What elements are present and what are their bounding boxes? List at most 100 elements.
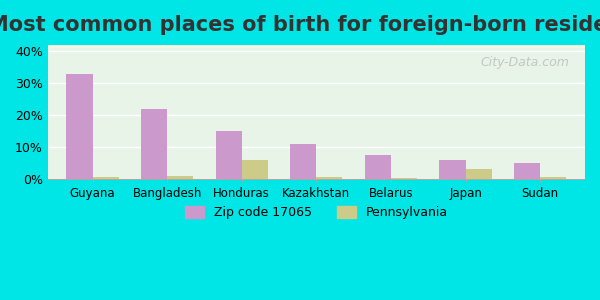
Bar — [167, 176, 193, 179]
Bar — [48, 46, 585, 47]
Bar — [48, 46, 585, 47]
Bar — [48, 46, 585, 47]
Bar — [316, 177, 343, 179]
Bar — [514, 164, 540, 179]
Bar — [48, 45, 585, 46]
Bar — [290, 144, 316, 179]
Bar — [48, 46, 585, 47]
Bar — [48, 46, 585, 47]
Bar — [48, 45, 585, 47]
Bar — [48, 45, 585, 46]
Bar — [48, 46, 585, 47]
Bar — [48, 45, 585, 46]
Bar — [48, 46, 585, 47]
Bar — [48, 45, 585, 46]
Bar — [48, 46, 585, 47]
Bar — [48, 45, 585, 46]
Bar — [48, 45, 585, 46]
Bar — [48, 46, 585, 47]
Bar — [48, 45, 585, 47]
Bar — [48, 46, 585, 47]
Bar — [48, 46, 585, 47]
Bar — [48, 45, 585, 46]
Bar — [48, 45, 585, 46]
Bar — [48, 46, 585, 47]
Bar — [48, 45, 585, 46]
Bar — [365, 155, 391, 179]
Bar — [48, 46, 585, 47]
Bar — [391, 178, 417, 179]
Bar — [48, 46, 585, 47]
Bar — [48, 45, 585, 46]
Bar — [48, 45, 585, 46]
Bar — [48, 46, 585, 47]
Bar — [48, 45, 585, 46]
Bar — [48, 45, 585, 46]
Bar — [48, 46, 585, 47]
Bar — [67, 74, 92, 179]
Bar — [48, 46, 585, 47]
Bar — [48, 46, 585, 47]
Bar — [48, 45, 585, 46]
Bar — [48, 46, 585, 47]
Bar — [48, 46, 585, 47]
Bar — [48, 45, 585, 46]
Bar — [48, 45, 585, 46]
Bar — [48, 45, 585, 46]
Bar — [48, 45, 585, 46]
Bar — [48, 46, 585, 47]
Bar — [48, 46, 585, 47]
Bar — [48, 46, 585, 47]
Bar — [48, 46, 585, 47]
Bar — [48, 45, 585, 47]
Bar — [48, 46, 585, 47]
Bar — [48, 45, 585, 47]
Bar — [48, 46, 585, 47]
Bar — [48, 45, 585, 46]
Bar — [48, 45, 585, 46]
Bar — [48, 46, 585, 47]
Bar — [48, 45, 585, 47]
Bar — [48, 46, 585, 47]
Bar — [48, 46, 585, 47]
Bar — [48, 46, 585, 47]
Legend: Zip code 17065, Pennsylvania: Zip code 17065, Pennsylvania — [180, 201, 452, 224]
Bar — [48, 45, 585, 46]
Bar — [48, 46, 585, 47]
Bar — [48, 46, 585, 47]
Bar — [48, 46, 585, 47]
Title: Most common places of birth for foreign-born residents: Most common places of birth for foreign-… — [0, 15, 600, 35]
Bar — [48, 46, 585, 47]
Bar — [48, 46, 585, 47]
Bar — [215, 131, 242, 179]
Bar — [48, 46, 585, 47]
Text: City-Data.com: City-Data.com — [480, 56, 569, 69]
Bar — [48, 45, 585, 47]
Bar — [48, 45, 585, 46]
Bar — [48, 46, 585, 47]
Bar — [48, 46, 585, 47]
Bar — [48, 46, 585, 48]
Bar — [48, 45, 585, 46]
Bar — [48, 46, 585, 48]
Bar — [48, 46, 585, 47]
Bar — [48, 46, 585, 47]
Bar — [242, 160, 268, 179]
Bar — [466, 169, 492, 179]
Bar — [48, 46, 585, 47]
Bar — [48, 45, 585, 47]
Bar — [48, 45, 585, 47]
Bar — [141, 109, 167, 179]
Bar — [48, 45, 585, 47]
Bar — [48, 45, 585, 47]
Bar — [48, 46, 585, 47]
Bar — [92, 177, 119, 179]
Bar — [540, 177, 566, 179]
Bar — [48, 45, 585, 46]
Bar — [48, 45, 585, 46]
Bar — [48, 46, 585, 47]
Bar — [48, 45, 585, 46]
Bar — [48, 46, 585, 47]
Bar — [48, 46, 585, 47]
Bar — [48, 45, 585, 46]
